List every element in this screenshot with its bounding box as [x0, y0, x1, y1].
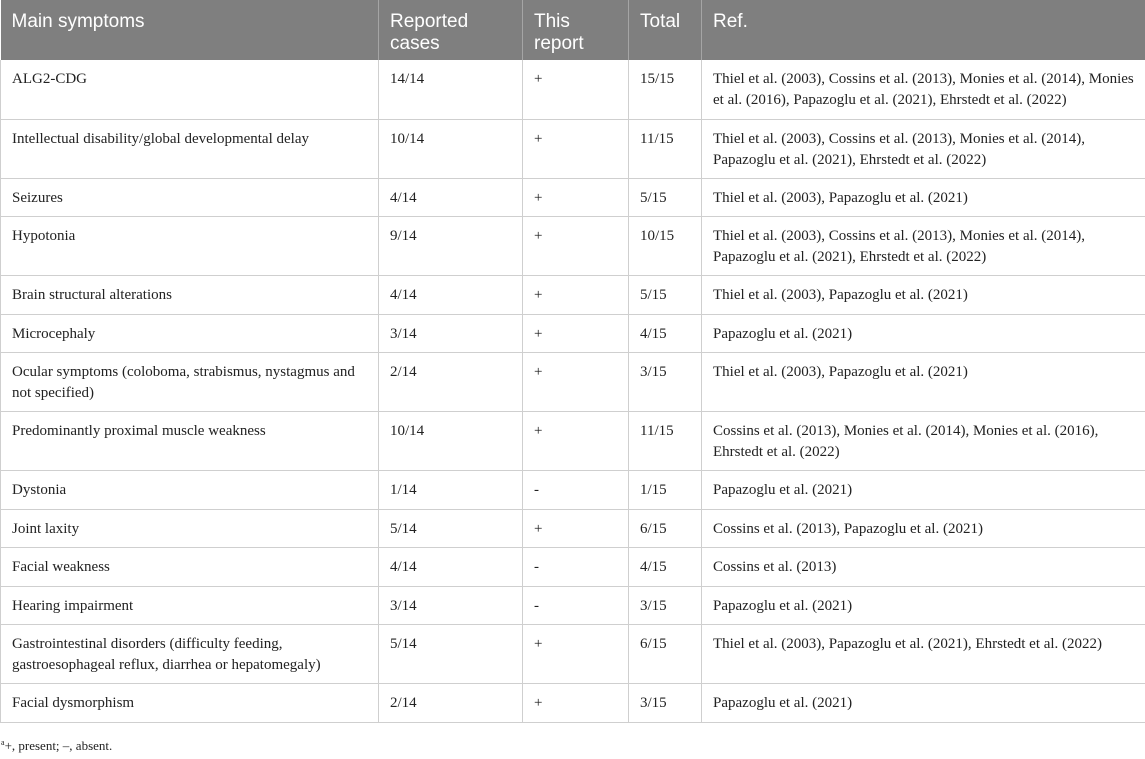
total-cell: 11/15 — [628, 119, 702, 179]
ref-cell: Papazoglu et al. (2021) — [701, 314, 1145, 353]
symptom-cell: Microcephaly — [0, 314, 379, 353]
footnote-marker: a — [1, 738, 5, 747]
ref-cell: Thiel et al. (2003), Papazoglu et al. (2… — [701, 624, 1145, 684]
symptom-cell: Dystonia — [0, 470, 379, 510]
table-row: Brain structural alterations 4/14 + 5/15… — [0, 275, 1145, 315]
ref-cell: Thiel et al. (2003), Papazoglu et al. (2… — [701, 178, 1145, 217]
table-row: Seizures 4/14 + 5/15 Thiel et al. (2003)… — [0, 178, 1145, 217]
ref-cell: Cossins et al. (2013) — [701, 547, 1145, 587]
total-cell: 5/15 — [628, 275, 702, 315]
table-footnote: a+, present; –, absent. — [0, 738, 112, 754]
this-report-cell: + — [522, 216, 629, 276]
symptom-cell: Ocular symptoms (coloboma, strabismus, n… — [0, 352, 379, 412]
this-report-cell: - — [522, 547, 629, 587]
symptoms-table: Main symptoms Reported cases This report… — [0, 0, 1145, 723]
symptom-cell: ALG2-CDG — [0, 60, 379, 120]
symptom-cell: Seizures — [0, 178, 379, 217]
this-report-cell: + — [522, 509, 629, 548]
symptom-cell: Brain structural alterations — [0, 275, 379, 315]
reported-cases-cell: 10/14 — [378, 411, 523, 471]
ref-cell: Papazoglu et al. (2021) — [701, 683, 1145, 723]
this-report-cell: + — [522, 119, 629, 179]
total-cell: 5/15 — [628, 178, 702, 217]
reported-cases-cell: 10/14 — [378, 119, 523, 179]
reported-cases-cell: 2/14 — [378, 352, 523, 412]
symptom-cell: Intellectual disability/global developme… — [0, 119, 379, 179]
column-header-this-report: This report — [522, 0, 629, 60]
total-cell: 11/15 — [628, 411, 702, 471]
table-row: Facial dysmorphism 2/14 + 3/15 Papazoglu… — [0, 683, 1145, 723]
this-report-cell: + — [522, 683, 629, 723]
total-cell: 10/15 — [628, 216, 702, 276]
ref-cell: Cossins et al. (2013), Monies et al. (20… — [701, 411, 1145, 471]
reported-cases-cell: 2/14 — [378, 683, 523, 723]
symptom-cell: Facial dysmorphism — [0, 683, 379, 723]
column-header-reported-cases: Reported cases — [378, 0, 523, 60]
this-report-cell: + — [522, 352, 629, 412]
total-cell: 15/15 — [628, 60, 702, 120]
this-report-cell: + — [522, 314, 629, 353]
table-row: Microcephaly 3/14 + 4/15 Papazoglu et al… — [0, 314, 1145, 353]
this-report-cell: + — [522, 178, 629, 217]
ref-cell: Cossins et al. (2013), Papazoglu et al. … — [701, 509, 1145, 548]
ref-cell: Thiel et al. (2003), Papazoglu et al. (2… — [701, 352, 1145, 412]
reported-cases-cell: 3/14 — [378, 586, 523, 625]
total-cell: 6/15 — [628, 509, 702, 548]
table-row: Hypotonia 9/14 + 10/15 Thiel et al. (200… — [0, 216, 1145, 276]
reported-cases-cell: 9/14 — [378, 216, 523, 276]
column-header-total: Total — [628, 0, 702, 60]
table-row: Dystonia 1/14 - 1/15 Papazoglu et al. (2… — [0, 470, 1145, 510]
reported-cases-cell: 1/14 — [378, 470, 523, 510]
ref-cell: Papazoglu et al. (2021) — [701, 586, 1145, 625]
total-cell: 4/15 — [628, 547, 702, 587]
table-row: Gastrointestinal disorders (difficulty f… — [0, 624, 1145, 684]
ref-cell: Thiel et al. (2003), Cossins et al. (201… — [701, 119, 1145, 179]
table-row: Ocular symptoms (coloboma, strabismus, n… — [0, 352, 1145, 412]
table-row: Intellectual disability/global developme… — [0, 119, 1145, 179]
total-cell: 1/15 — [628, 470, 702, 510]
this-report-cell: + — [522, 411, 629, 471]
symptom-cell: Predominantly proximal muscle weakness — [0, 411, 379, 471]
table-row: Hearing impairment 3/14 - 3/15 Papazoglu… — [0, 586, 1145, 625]
symptom-cell: Facial weakness — [0, 547, 379, 587]
this-report-cell: + — [522, 275, 629, 315]
total-cell: 4/15 — [628, 314, 702, 353]
reported-cases-cell: 3/14 — [378, 314, 523, 353]
column-header-ref: Ref. — [701, 0, 1145, 60]
reported-cases-cell: 5/14 — [378, 509, 523, 548]
ref-cell: Thiel et al. (2003), Papazoglu et al. (2… — [701, 275, 1145, 315]
table-header-row: Main symptoms Reported cases This report… — [0, 0, 1145, 60]
this-report-cell: + — [522, 624, 629, 684]
reported-cases-cell: 4/14 — [378, 178, 523, 217]
total-cell: 6/15 — [628, 624, 702, 684]
footnote-text: +, present; –, absent. — [4, 738, 113, 753]
reported-cases-cell: 4/14 — [378, 275, 523, 315]
this-report-cell: + — [522, 60, 629, 120]
ref-cell: Thiel et al. (2003), Cossins et al. (201… — [701, 216, 1145, 276]
reported-cases-cell: 4/14 — [378, 547, 523, 587]
ref-cell: Papazoglu et al. (2021) — [701, 470, 1145, 510]
ref-cell: Thiel et al. (2003), Cossins et al. (201… — [701, 60, 1145, 120]
symptom-cell: Hypotonia — [0, 216, 379, 276]
column-header-main-symptoms: Main symptoms — [0, 0, 379, 60]
symptom-cell: Joint laxity — [0, 509, 379, 548]
table-row: Predominantly proximal muscle weakness 1… — [0, 411, 1145, 471]
table-row: Facial weakness 4/14 - 4/15 Cossins et a… — [0, 547, 1145, 587]
this-report-cell: - — [522, 470, 629, 510]
table-row: Joint laxity 5/14 + 6/15 Cossins et al. … — [0, 509, 1145, 548]
total-cell: 3/15 — [628, 683, 702, 723]
reported-cases-cell: 5/14 — [378, 624, 523, 684]
total-cell: 3/15 — [628, 352, 702, 412]
table-row: ALG2-CDG 14/14 + 15/15 Thiel et al. (200… — [0, 60, 1145, 120]
reported-cases-cell: 14/14 — [378, 60, 523, 120]
symptom-cell: Gastrointestinal disorders (difficulty f… — [0, 624, 379, 684]
total-cell: 3/15 — [628, 586, 702, 625]
this-report-cell: - — [522, 586, 629, 625]
symptom-cell: Hearing impairment — [0, 586, 379, 625]
